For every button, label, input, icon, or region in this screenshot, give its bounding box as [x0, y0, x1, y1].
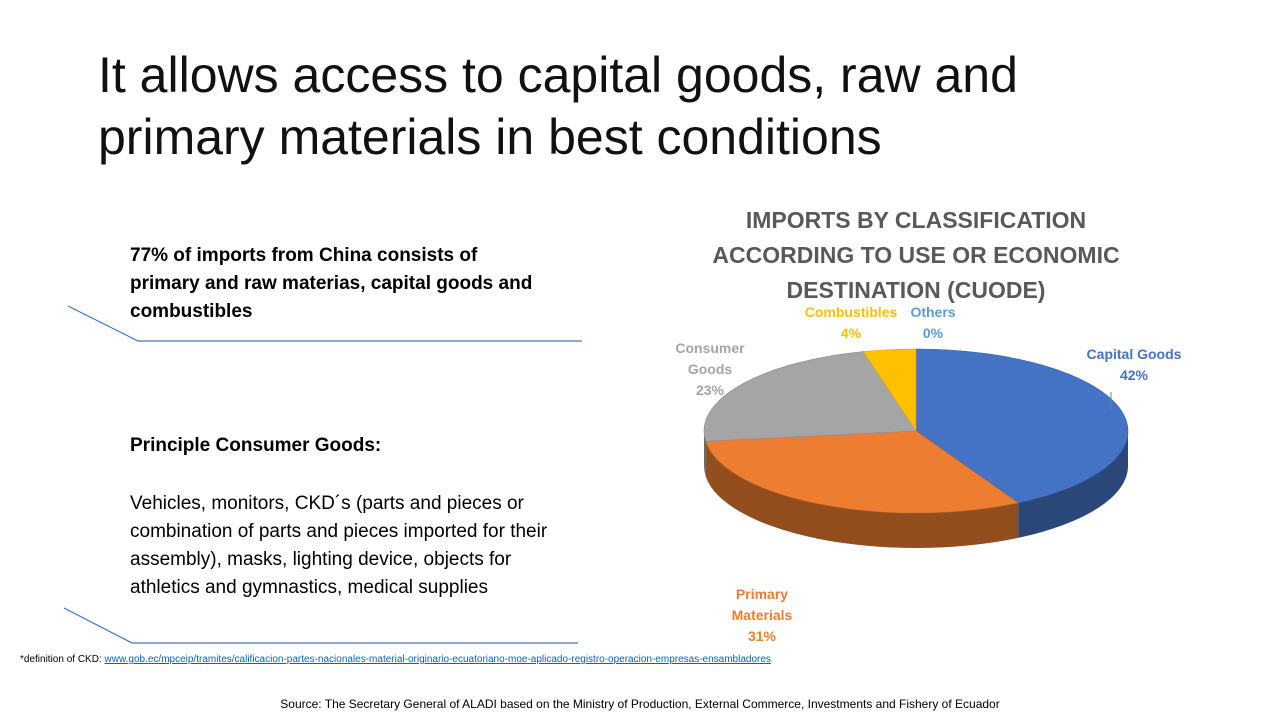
chart-title: IMPORTS BY CLASSIFICATION ACCORDING TO U…	[712, 207, 1120, 303]
pie-slice-3	[862, 348, 917, 432]
footnote-prefix: *definition of CKD:	[20, 654, 105, 665]
pie-label-value-3: 4%	[840, 325, 862, 341]
pie-label-value-4: 0%	[922, 325, 944, 341]
pie-label-3: Combustibles 4%	[791, 302, 911, 344]
source-note: Source: The Secretary General of ALADI b…	[280, 697, 1000, 711]
callout-underline-1	[67, 305, 582, 342]
pie-slice-1	[705, 430, 1019, 514]
pie-label-value-2: 23%	[695, 382, 725, 398]
ckd-definition-link[interactable]: www.gob.ec/mpceip/tramites/calificacion-…	[104, 654, 771, 665]
callout-consumer-goods-body: Vehicles, monitors, CKD´s (parts and pie…	[130, 493, 548, 598]
callout-consumer-goods-heading: Principle Consumer Goods:	[130, 435, 382, 456]
pie-label-4: Others 0%	[898, 302, 968, 344]
pie-label-name-0: Capital Goods	[1086, 346, 1182, 362]
pie-label-name-1: Primary Materials	[731, 586, 793, 623]
pie-label-1: Primary Materials 31%	[712, 584, 812, 647]
pie-label-0: Capital Goods 42%	[1074, 344, 1194, 386]
footnote: *definition of CKD: www.gob.ec/mpceip/tr…	[20, 654, 771, 665]
pie-side-2	[704, 431, 706, 477]
pie-side-0	[1018, 431, 1128, 538]
pie-label-name-2: Consumer Goods	[675, 340, 745, 377]
pie-label-value-0: 42%	[1119, 367, 1149, 383]
pie-slice-2	[703, 351, 917, 442]
pie-slice-0	[915, 348, 1129, 504]
slide-title: It allows access to capital goods, raw a…	[98, 47, 1018, 165]
pie-label-2: Consumer Goods 23%	[660, 338, 760, 401]
callout-imports-share: 77% of imports from China consists of pr…	[130, 245, 533, 322]
callout-underline-2	[63, 607, 578, 644]
pie-side-1	[705, 441, 1019, 549]
pie-label-name-4: Others	[910, 304, 956, 320]
pie-label-name-3: Combustibles	[804, 304, 898, 320]
pie-label-value-1: 31%	[747, 628, 777, 644]
